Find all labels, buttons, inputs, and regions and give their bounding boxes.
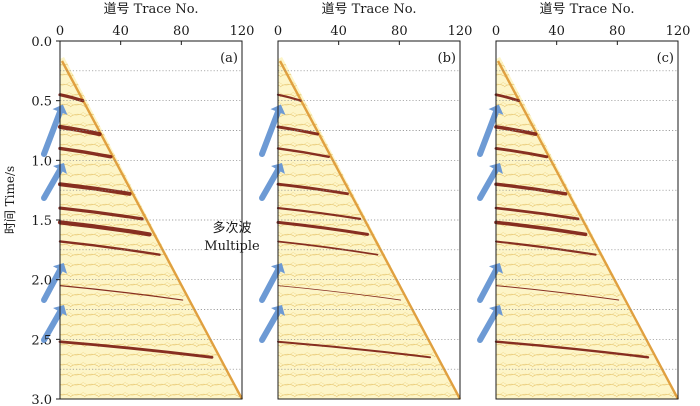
reflection-event	[494, 206, 580, 221]
multiple-arrow	[41, 167, 63, 201]
x-tick-label: 120	[666, 24, 691, 39]
reflection-event	[494, 146, 549, 159]
reflection-event	[494, 340, 650, 359]
x-tick-label: 80	[609, 24, 626, 39]
multiple-arrow	[259, 309, 281, 343]
y-tick-label: 1.5	[31, 214, 52, 229]
reflection-event	[57, 220, 152, 237]
multiple-arrow	[477, 309, 499, 343]
y-tick-label: 2.0	[31, 274, 52, 289]
x-tick-label: 80	[391, 24, 408, 39]
multiple-arrow	[41, 109, 63, 157]
reflection-event	[494, 93, 521, 103]
reflection-event	[276, 220, 370, 236]
reflection-event	[494, 220, 588, 237]
multiple-arrow	[259, 267, 281, 303]
panel-border	[495, 40, 679, 400]
multiple-arrow	[259, 109, 281, 157]
first-arrival	[60, 60, 244, 400]
multiple-arrow	[477, 267, 499, 303]
panel-c: 0 40 80 120 道号 Trace No. (c)	[477, 2, 691, 400]
panel-label: (b)	[438, 51, 456, 66]
panel-a: 0 40 80 120 道号 Trace No. (a)	[41, 2, 255, 400]
y-tick-label: 0.5	[31, 95, 52, 110]
multiple-arrow	[477, 109, 499, 157]
x-tick-label: 0	[492, 24, 500, 39]
reflection-event	[277, 340, 431, 359]
reflection-event	[494, 240, 597, 256]
reflection-event	[58, 340, 214, 359]
reflection-event	[276, 182, 349, 196]
multiple-arrow	[41, 309, 63, 343]
x-tick-label: 0	[56, 24, 64, 39]
reflection-event	[58, 182, 132, 196]
reflection-event	[58, 206, 144, 221]
x-axis-title: 道号 Trace No.	[540, 2, 635, 17]
reflection-event	[276, 147, 330, 158]
panel-b: 0 40 80 120 道号 Trace No. (b)	[259, 2, 473, 400]
reflection-event	[58, 93, 85, 103]
x-axis-title: 道号 Trace No.	[322, 2, 417, 17]
reflection-event	[58, 240, 161, 256]
y-tick-label: 1.0	[31, 154, 52, 169]
multiple-arrow	[477, 167, 499, 201]
x-tick-label: 40	[330, 24, 347, 39]
panels: 0 40 80 120 道号 Trace No. (a) 0 40 80 120 道号 Trace …	[31, 2, 690, 406]
multiple-arrow	[41, 267, 63, 303]
x-tick-label: 0	[274, 24, 282, 39]
x-tick-label: 120	[448, 24, 473, 39]
reflection-event	[276, 206, 362, 220]
y-axis-title: 时间 Time/s	[3, 166, 17, 234]
panel-border	[277, 40, 461, 400]
x-tick-label: 40	[112, 24, 129, 39]
panel-label: (a)	[220, 51, 238, 66]
reflection-event	[277, 240, 379, 256]
reflection-event	[277, 285, 402, 301]
first-arrival	[496, 60, 680, 400]
first-arrival	[278, 60, 462, 400]
multiple-annotation-line1: 多次波	[212, 220, 251, 236]
x-tick-label: 80	[173, 24, 190, 39]
reflection-event	[59, 285, 184, 301]
y-tick-label: 3.0	[31, 393, 52, 406]
reflection-event	[58, 146, 113, 159]
multiple-annotation-line2: Multiple	[204, 239, 260, 254]
reflection-event	[495, 285, 620, 301]
reflection-event	[494, 182, 568, 196]
panel-label: (c)	[657, 51, 674, 66]
x-axis-title: 道号 Trace No.	[104, 2, 199, 17]
y-tick-label: 2.5	[31, 333, 52, 348]
x-tick-label: 120	[230, 24, 255, 39]
x-tick-label: 40	[548, 24, 565, 39]
y-tick-label: 0.0	[31, 35, 52, 50]
multiple-arrow	[259, 167, 281, 201]
reflection-event	[276, 93, 302, 102]
